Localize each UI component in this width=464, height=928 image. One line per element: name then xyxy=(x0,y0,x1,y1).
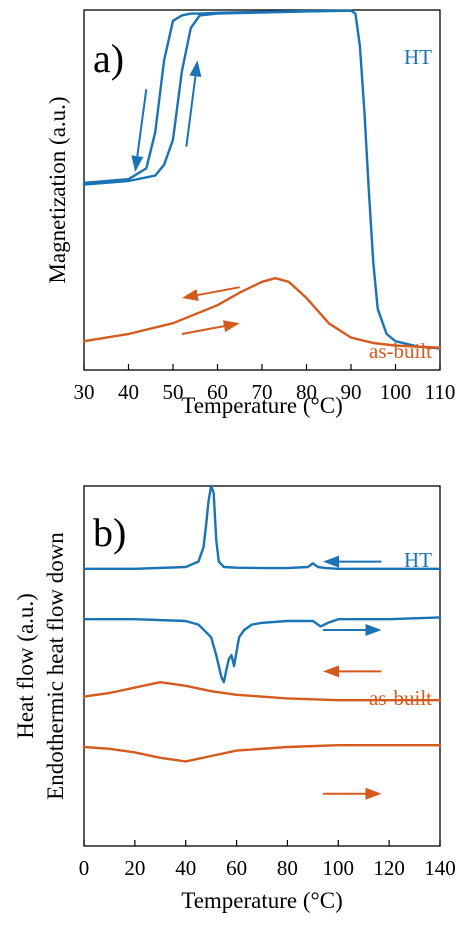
panel-b-y-axis-label-2: Endothermic heat flow down xyxy=(43,532,68,800)
panel-b-heat-flow-chart: 0 20 40 60 80 100 120 140 b) HT as-built Temper… xyxy=(13,484,456,913)
panel-b-series-line-2-0 xyxy=(82,681,442,702)
panel-a-x-tick-label: 40 xyxy=(118,380,139,404)
panel-a-legend-as-built: as-built xyxy=(369,339,432,363)
panel-b-x-tick-label: 40 xyxy=(175,856,196,880)
panel-b-arrow-head-2 xyxy=(323,665,340,678)
panel-a-series-line-1-0 xyxy=(82,277,442,349)
panel-a-axes-frame xyxy=(83,9,441,371)
panel-a-x-tick-label: 80 xyxy=(296,380,317,404)
panel-a-x-tick-label: 30 xyxy=(74,380,95,404)
panel-b-arrow-head-1 xyxy=(365,624,382,636)
panel-a-arrow-shaft-1 xyxy=(185,76,197,147)
panel-b-x-tick-label: 140 xyxy=(424,856,456,880)
panel-b-series-line-1-0 xyxy=(82,616,442,684)
panel-a-x-axis-label: Temperature (°C) xyxy=(181,393,342,418)
panel-a-x-ticks: 30 40 50 60 70 80 90 100 110 xyxy=(74,364,456,404)
panel-a-x-tick-label: 60 xyxy=(207,380,228,404)
panel-b-x-tick-label: 80 xyxy=(277,856,298,880)
panel-a-arrows xyxy=(131,60,240,335)
panel-b-series-line-0-0 xyxy=(82,484,442,570)
panel-b-legend-ht: HT xyxy=(404,548,432,572)
panel-b-arrow-head-3 xyxy=(365,787,382,800)
panel-a-arrow-shaft-2 xyxy=(197,286,240,297)
panel-b-x-tick-label: 20 xyxy=(124,856,145,880)
panel-a-x-tick-label: 110 xyxy=(425,380,456,404)
panel-a-y-axis-label: Magnetization (a.u.) xyxy=(45,96,70,283)
panel-b-legend-as-built: as-built xyxy=(369,686,432,710)
panel-b-x-tick-label: 0 xyxy=(79,856,90,880)
panel-b-x-tick-label: 100 xyxy=(323,856,355,880)
panel-a-x-tick-label: 50 xyxy=(163,380,184,404)
panel-a-legend-ht: HT xyxy=(404,45,432,69)
panel-b-arrow-head-0 xyxy=(323,555,340,568)
panel-a-label: a) xyxy=(93,36,124,81)
panel-a-arrow-head-3 xyxy=(222,320,240,333)
panel-b-x-ticks: 0 20 40 60 80 100 120 140 xyxy=(79,840,456,880)
panel-b-x-tick-label: 60 xyxy=(226,856,247,880)
panel-b-x-tick-label: 120 xyxy=(373,856,405,880)
panel-a-x-tick-label: 70 xyxy=(252,380,273,404)
panel-b-series xyxy=(82,484,442,763)
panel-a-series-line-0-1 xyxy=(82,9,353,186)
panel-b-arrows xyxy=(323,555,382,800)
panel-b-y-axis-label: Heat flow (a.u.) xyxy=(13,593,38,739)
panel-b-axes-frame xyxy=(83,485,441,847)
panel-b-series-line-3-0 xyxy=(82,744,442,763)
panel-a-arrow-shaft-3 xyxy=(181,325,225,335)
panel-a-x-tick-label: 90 xyxy=(341,380,362,404)
panel-a-arrow-head-1 xyxy=(189,60,202,78)
panel-a-x-tick-label: 100 xyxy=(380,380,412,404)
panel-a-series xyxy=(82,9,442,350)
panel-a-arrow-shaft-0 xyxy=(136,89,148,157)
panel-b-x-axis-label: Temperature (°C) xyxy=(181,888,342,913)
panel-a-magnetization-chart: 30 40 50 60 70 80 90 100 110 a) HT as-built Temp… xyxy=(45,9,456,418)
panel-a-arrow-head-2 xyxy=(181,289,199,301)
panel-a-arrow-head-0 xyxy=(131,155,144,172)
panel-b-label: b) xyxy=(93,510,126,555)
